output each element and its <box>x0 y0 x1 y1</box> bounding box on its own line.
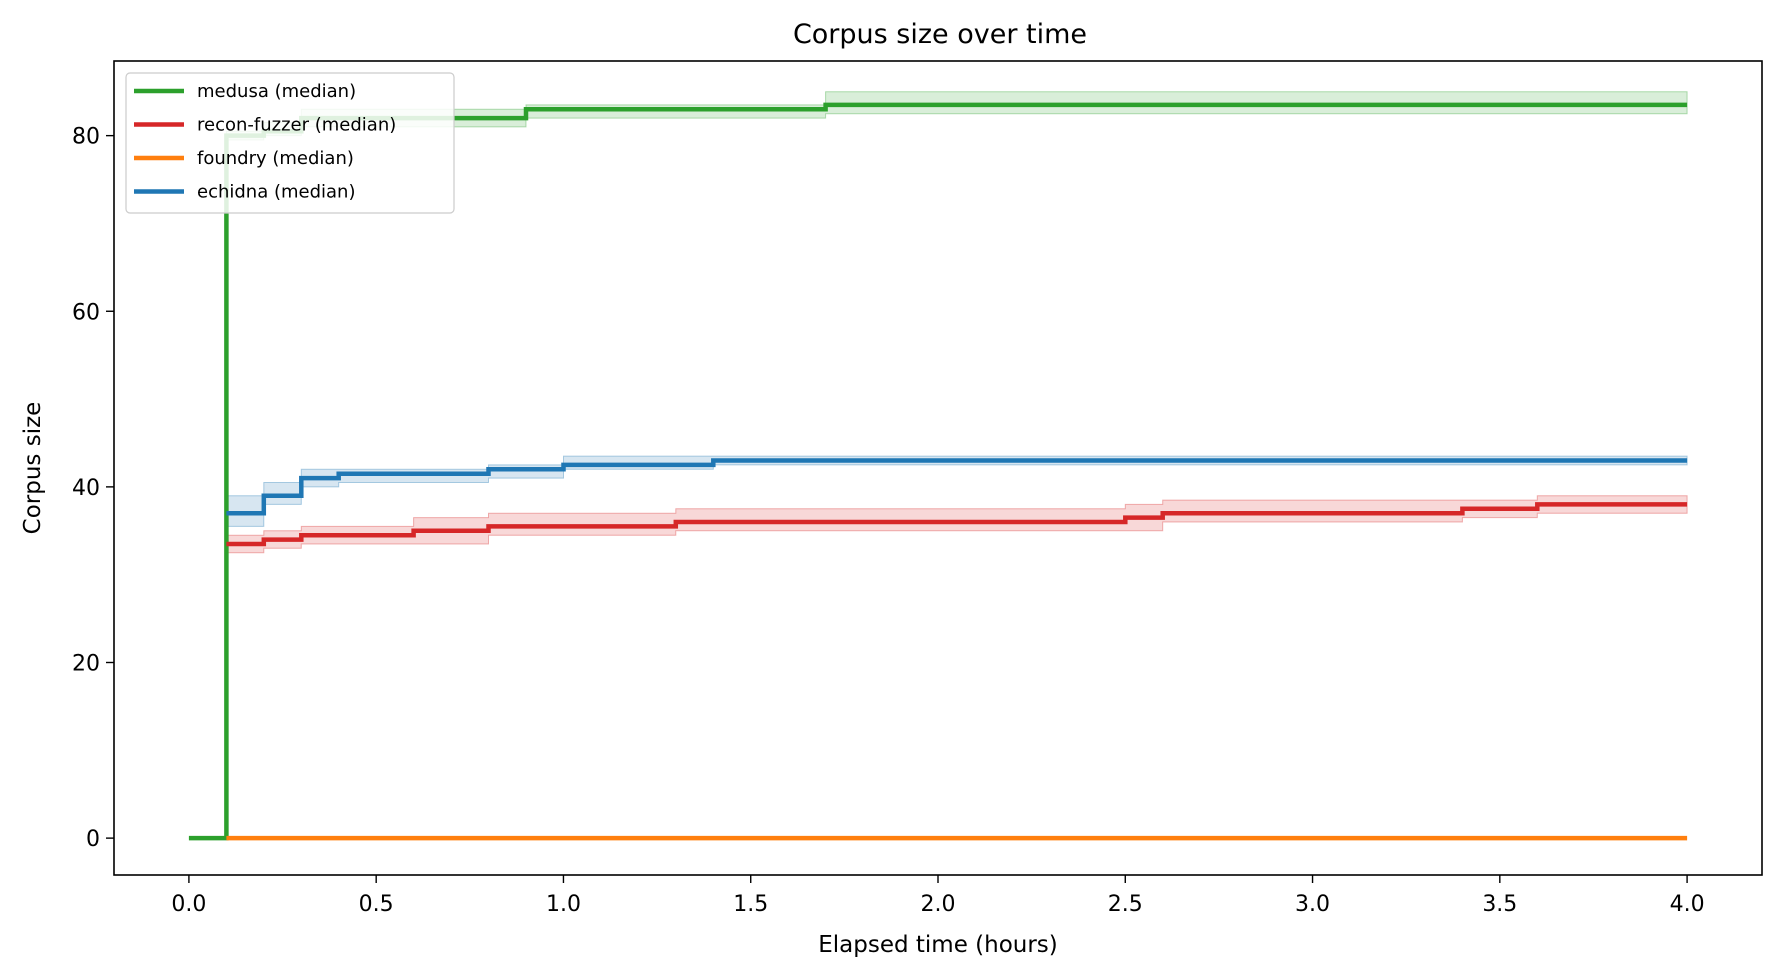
x-tick-label: 1.0 <box>546 892 581 917</box>
y-tick-label: 20 <box>72 651 100 676</box>
y-tick-label: 0 <box>86 827 100 852</box>
x-tick-label: 0.0 <box>171 892 206 917</box>
series-lines <box>188 102 1688 841</box>
x-tick-label: 3.0 <box>1295 892 1330 917</box>
legend: medusa (median) recon-fuzzer (median) foun… <box>125 72 455 214</box>
echidna-median-line <box>226 458 1688 516</box>
y-tick-label: 40 <box>72 476 100 501</box>
x-tick-label: 1.5 <box>733 892 768 917</box>
y-axis-ticks: 0 20 40 60 80 <box>72 125 114 852</box>
legend-label-echidna: echidna (median) <box>197 182 355 203</box>
x-tick-label: 3.5 <box>1482 892 1517 917</box>
legend-box <box>125 72 455 214</box>
x-tick-label: 0.5 <box>359 892 394 917</box>
x-axis-ticks: 0.0 0.5 1.0 1.5 2.0 2.5 3.0 3.5 4.0 <box>171 875 1705 917</box>
legend-label-medusa: medusa (median) <box>197 81 356 102</box>
recon-fuzzer-median-line <box>226 502 1688 547</box>
y-tick-label: 80 <box>72 125 100 150</box>
chart-title: Corpus size over time <box>793 19 1087 50</box>
x-tick-label: 4.0 <box>1670 892 1705 917</box>
legend-label-recon-fuzzer: recon-fuzzer (median) <box>197 115 396 136</box>
x-axis-label: Elapsed time (hours) <box>818 932 1058 958</box>
x-tick-label: 2.5 <box>1108 892 1143 917</box>
y-axis-label: Corpus size <box>20 402 46 535</box>
legend-label-foundry: foundry (median) <box>197 148 354 169</box>
x-tick-label: 2.0 <box>921 892 956 917</box>
y-tick-label: 60 <box>72 300 100 325</box>
